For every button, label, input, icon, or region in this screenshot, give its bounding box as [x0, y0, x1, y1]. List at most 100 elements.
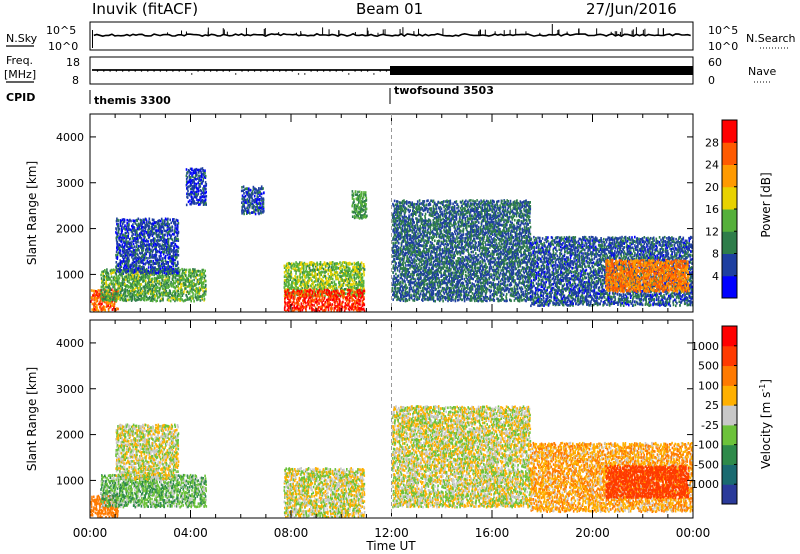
- echo-cell: [321, 303, 324, 307]
- echo-cell: [191, 185, 194, 188]
- echo-cell: [137, 268, 139, 272]
- echo-cell: [165, 281, 168, 285]
- echo-cell: [107, 309, 110, 312]
- echo-cell: [405, 297, 408, 301]
- echo-cell: [116, 276, 118, 280]
- echo-cell: [193, 180, 195, 183]
- echo-cell: [167, 230, 170, 234]
- echo-cell: [186, 176, 189, 179]
- echo-cell: [177, 272, 179, 275]
- echo-cell: [361, 210, 363, 213]
- nave-point: [304, 73, 306, 75]
- echo-cell: [144, 235, 146, 239]
- echo-cell: [157, 268, 159, 271]
- echo-cell: [158, 261, 161, 265]
- echo-cell: [354, 282, 356, 286]
- echo-cell: [190, 179, 192, 182]
- echo-cell: [179, 293, 181, 296]
- echo-cell: [418, 250, 420, 254]
- echo-cell: [165, 267, 168, 271]
- echo-cell: [415, 233, 417, 237]
- echo-cell: [302, 282, 304, 286]
- nave-point: [291, 70, 293, 72]
- echo-cell: [302, 299, 304, 302]
- echo-cell: [242, 209, 245, 212]
- echo-cell: [176, 267, 179, 271]
- echo-cell: [365, 207, 368, 211]
- echo-cell: [160, 217, 163, 221]
- echo-cell: [189, 289, 192, 292]
- echo-cell: [142, 254, 144, 257]
- echo-cell: [143, 279, 146, 282]
- echo-cell: [185, 294, 187, 297]
- echo-cell: [414, 268, 417, 272]
- echo-cell: [338, 292, 341, 296]
- echo-cell: [153, 244, 155, 247]
- echo-cell: [100, 297, 103, 300]
- echo-cell: [283, 289, 286, 293]
- echo-cell: [150, 229, 152, 233]
- echo-cell: [357, 265, 360, 269]
- echo-cell: [405, 286, 408, 290]
- echo-cell: [138, 264, 140, 268]
- echo-cell: [185, 168, 188, 171]
- echo-cell: [324, 300, 327, 304]
- echo-cell: [337, 293, 340, 296]
- echo-cell: [151, 273, 154, 276]
- echo-cell: [285, 278, 288, 282]
- echo-cell: [286, 277, 288, 280]
- echo-cell: [142, 246, 145, 250]
- echo-cell: [420, 266, 423, 270]
- echo-cell: [403, 247, 405, 251]
- echo-cell: [124, 290, 127, 294]
- echo-cell: [324, 271, 326, 275]
- echo-cell: [120, 284, 123, 288]
- echo-cell: [242, 211, 245, 214]
- echo-cell: [253, 199, 256, 202]
- echo-cell: [410, 247, 412, 250]
- echo-cell: [419, 251, 422, 254]
- echo-cell: [409, 282, 411, 285]
- echo-cell: [241, 197, 243, 201]
- echo-cell: [402, 288, 405, 292]
- echo-cell: [185, 180, 188, 184]
- echo-cell: [176, 294, 179, 298]
- echo-cell: [155, 271, 158, 275]
- echo-cell: [348, 291, 350, 295]
- echo-cell: [306, 294, 309, 298]
- echo-cell: [318, 290, 321, 294]
- echo-cell: [404, 237, 406, 240]
- echo-cell: [199, 299, 202, 302]
- echo-cell: [148, 233, 150, 237]
- echo-cell: [182, 299, 185, 303]
- echo-cell: [150, 267, 152, 270]
- echo-cell: [329, 298, 332, 301]
- echo-cell: [406, 234, 409, 237]
- echo-cell: [345, 270, 347, 273]
- echo-cell: [321, 266, 323, 269]
- echo-cell: [112, 303, 115, 306]
- echo-cell: [421, 257, 423, 260]
- echo-cell: [353, 285, 356, 288]
- echo-cell: [193, 185, 196, 188]
- echo-cell: [337, 297, 340, 301]
- echo-cell: [132, 254, 134, 257]
- echo-cell: [359, 309, 362, 312]
- echo-cell: [191, 168, 193, 171]
- echo-cell: [404, 227, 406, 230]
- echo-cell: [413, 243, 415, 247]
- echo-cell: [417, 289, 420, 293]
- echo-cell: [395, 216, 398, 220]
- echo-cell: [335, 286, 338, 290]
- echo-cell: [364, 212, 366, 215]
- echo-cell: [365, 198, 368, 202]
- echo-cell: [341, 288, 343, 292]
- echo-cell: [407, 224, 410, 227]
- echo-cell: [251, 200, 253, 203]
- echo-cell: [152, 280, 154, 284]
- echo-cell: [318, 305, 321, 309]
- echo-cell: [171, 238, 174, 241]
- echo-cell: [355, 301, 358, 304]
- echo-cell: [403, 286, 405, 289]
- echo-cell: [201, 268, 204, 272]
